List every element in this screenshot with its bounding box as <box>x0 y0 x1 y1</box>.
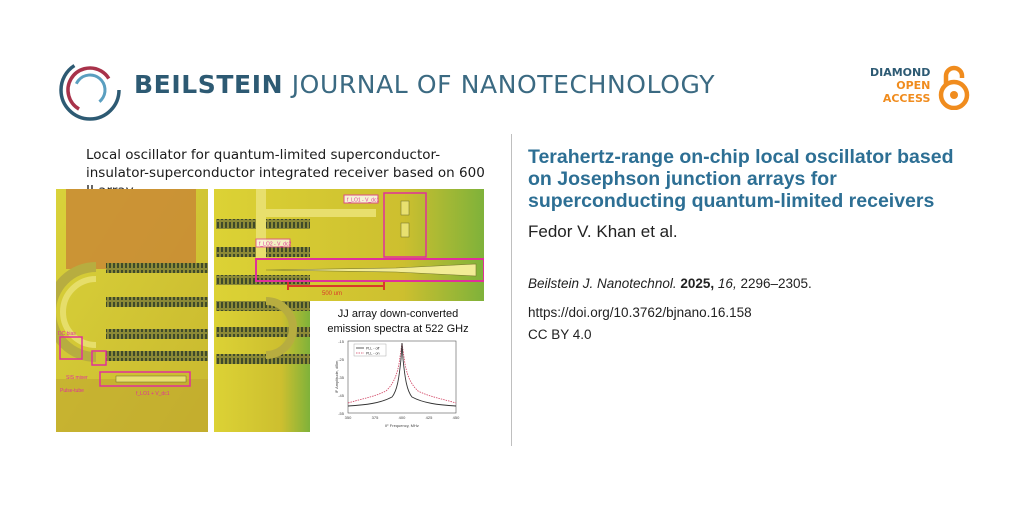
label-pulse-tube: Pulse-tube <box>60 388 84 394</box>
column-divider <box>511 134 512 446</box>
ytick-3: -35 <box>338 375 345 380</box>
citation-volume: 16, <box>717 276 737 291</box>
xtick-5: 450 <box>453 415 460 420</box>
xtick-2: 375 <box>372 415 379 420</box>
ytick-2: -25 <box>338 357 345 362</box>
oa-line-open: OPEN <box>896 79 931 92</box>
ytick-1: -15 <box>338 339 345 344</box>
article-title: Terahertz-range on-chip local oscillator… <box>528 146 954 212</box>
spectra-title-line1: JJ array down-converted <box>338 308 458 320</box>
label-sis-mixer: SIS mixer <box>66 375 88 381</box>
citation-year: 2025, <box>680 276 715 291</box>
spectra-plot: -15 -25 -35 -45 -55 350 375 400 425 450 … <box>334 339 460 428</box>
label-lo-bottom: f_LO1 + V_dc1 <box>136 391 170 397</box>
open-access-badge: DIAMOND OPEN ACCESS <box>870 66 930 105</box>
ytick-5: -55 <box>338 411 345 416</box>
open-access-lock-icon <box>938 65 970 110</box>
xtick-1: 350 <box>345 415 352 420</box>
journal-abbrev: Beilstein J. Nanotechnol. <box>528 276 677 291</box>
legend-pll-off: PLL - off <box>366 347 379 351</box>
xtick-3: 400 <box>399 415 406 420</box>
xtick-4: 425 <box>426 415 433 420</box>
x-axis-label: IF Frequency, MHz <box>385 423 419 428</box>
journal-name-bold: BEILSTEIN <box>134 70 284 99</box>
oa-line-access: ACCESS <box>882 92 931 105</box>
journal-name-rest: JOURNAL OF NANOTECHNOLOGY <box>291 70 716 99</box>
journal-title: BEILSTEIN JOURNAL OF NANOTECHNOLOGY <box>134 70 715 99</box>
beilstein-logo <box>59 59 121 121</box>
label-dc-bias: DC bias <box>58 331 76 337</box>
legend-pll-on: PLL - on <box>366 352 379 356</box>
label-lo-top: f_LO1 - V_dc1 <box>347 198 379 204</box>
y-axis-label: IF Amplitude, dBm <box>334 360 339 393</box>
oa-line-diamond: DIAMOND <box>870 66 931 79</box>
license-text: CC BY 4.0 <box>528 327 592 342</box>
article-citation: Beilstein J. Nanotechnol. 2025, 16, 2296… <box>528 276 812 291</box>
doi-link[interactable]: https://doi.org/10.3762/bjnano.16.158 <box>528 305 752 320</box>
label-lo-mid: f_LO2 - V_dc2 <box>259 242 291 248</box>
citation-pages: 2296–2305. <box>740 276 812 291</box>
graphical-abstract-caption: Local oscillator for quantum-limited sup… <box>86 147 485 199</box>
ytick-4: -45 <box>338 393 345 398</box>
article-authors: Fedor V. Khan et al. <box>528 222 678 241</box>
graphical-abstract-figure: DC bias SIS mixer Pulse-tube f_LO1 + V_d… <box>56 189 484 432</box>
spectra-title-line2: emission spectra at 522 GHz <box>327 323 468 335</box>
scale-bar-label: 500 um <box>322 291 342 297</box>
